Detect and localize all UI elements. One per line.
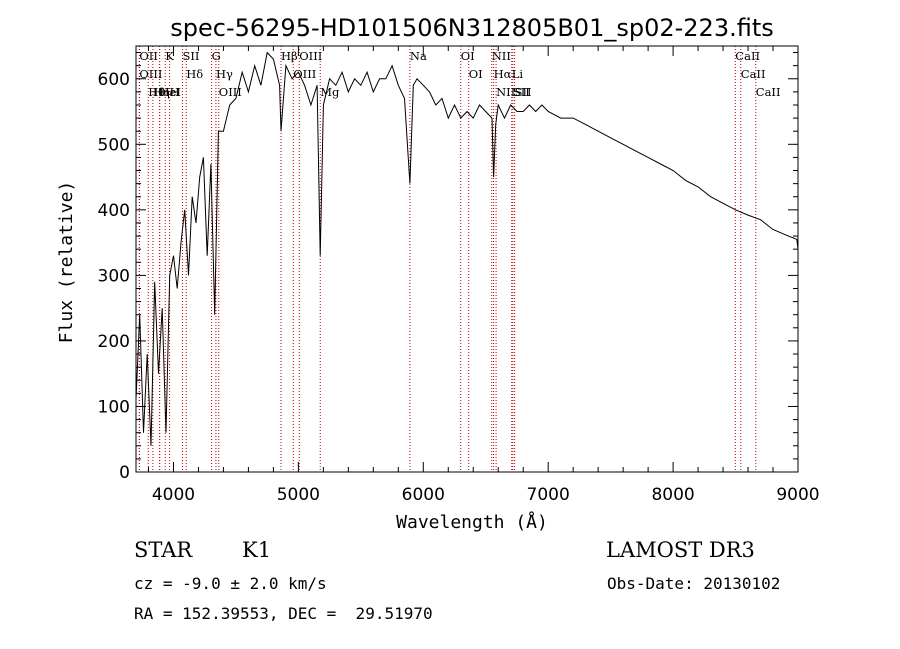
y-tick-label: 200 [98, 332, 130, 352]
survey-name: LAMOST DR3 [606, 538, 755, 562]
plot-frame [135, 45, 799, 473]
line-label: SII [182, 49, 199, 63]
x-axis-label: Wavelength (Å) [396, 511, 548, 533]
y-tick-label: 500 [98, 135, 130, 155]
line-label: Hβ [281, 49, 298, 63]
line-label: Hδ [186, 67, 203, 81]
line-label: H [170, 85, 180, 99]
line-label: Hε [160, 85, 176, 99]
line-label: G [212, 49, 221, 63]
line-label: NII [492, 49, 511, 63]
line-label: Hη [153, 85, 170, 99]
line-label: Hγ [216, 67, 233, 81]
line-label: SII [513, 85, 530, 99]
emission-line-labels: OIIOIIIHθHηHeIHεKHSIIHδGHγOIIIHβOIIIOIII… [139, 49, 780, 99]
coordinates-readout: RA = 152.39553, DEC = 29.51970 [134, 604, 433, 623]
line-label: Hθ [148, 85, 165, 99]
line-label: CaII [735, 49, 760, 63]
line-label: OI [469, 67, 483, 81]
y-tick-label: 0 [119, 463, 130, 483]
x-tick-label: 8000 [651, 485, 694, 505]
y-tick-label: 100 [98, 397, 130, 417]
x-tick-label: 6000 [402, 485, 445, 505]
x-tick-label: 5000 [277, 485, 320, 505]
y-tick-label: 400 [98, 201, 130, 221]
object-class: STAR [134, 538, 193, 562]
line-label: Hα [494, 67, 512, 81]
line-label: Li [512, 67, 524, 81]
line-label: CaII [741, 67, 766, 81]
line-label: OII [139, 49, 158, 63]
velocity-readout: cz = -9.0 ± 2.0 km/s [134, 574, 327, 593]
axis-ticks: 4000 5000 6000 7000 8000 9000 0 100 200 300 400 500… [98, 46, 820, 505]
line-label: SII [515, 85, 532, 99]
line-label: K [165, 49, 174, 63]
x-tick-label: 9000 [776, 485, 819, 505]
object-subclass: K1 [242, 538, 272, 562]
line-label: Na [410, 49, 427, 63]
line-label: OI [461, 49, 475, 63]
x-tick-label: 4000 [152, 485, 195, 505]
line-label: OIII [139, 67, 162, 81]
y-axis-label: Flux (relative) [56, 181, 77, 344]
line-label: Mg [320, 85, 340, 99]
chart-title: spec-56295-HD101506N312805B01_sp02-223.f… [170, 14, 774, 42]
observation-date: Obs-Date: 20130102 [607, 574, 781, 593]
line-label: NII [496, 85, 515, 99]
emission-line-markers [138, 46, 757, 472]
line-label: HeI [160, 85, 181, 99]
y-tick-label: 600 [98, 70, 130, 90]
line-label: CaII [756, 85, 781, 99]
x-tick-label: 7000 [527, 485, 570, 505]
line-label: OIII [293, 67, 316, 81]
spectrum-line [135, 51, 799, 446]
line-label: OIII [299, 49, 322, 63]
y-tick-label: 300 [98, 266, 130, 286]
